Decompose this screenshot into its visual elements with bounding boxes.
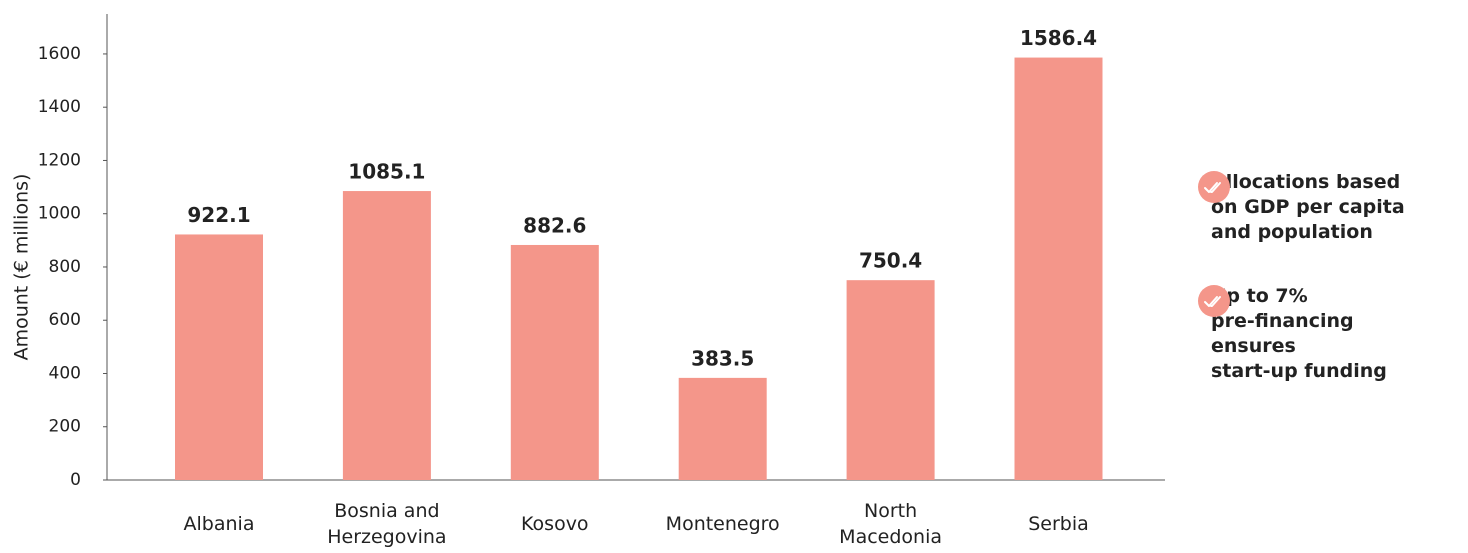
note-line: start-up funding: [1211, 360, 1387, 382]
x-tick-label: North Macedonia: [839, 500, 942, 548]
y-tick-label: 600: [49, 310, 81, 330]
y-axis-label: Amount (€ millions): [11, 174, 33, 361]
bar: [1014, 57, 1103, 481]
value-label: 922.1: [187, 203, 250, 227]
value-label: 383.5: [691, 346, 754, 370]
note-line: Up to 7%: [1211, 285, 1308, 307]
note-line: pre-financing: [1211, 310, 1354, 332]
value-label: 882.6: [523, 213, 586, 237]
check-icon: [1198, 285, 1230, 317]
note: Up to 7% pre-financing ensures start-up fun…: [1197, 284, 1387, 384]
y-tick-label: 800: [49, 257, 81, 277]
x-tick-label: Bosnia and Herzegovina: [327, 500, 447, 548]
x-tick-label: Serbia: [1028, 513, 1089, 535]
value-label: 1586.4: [1020, 26, 1097, 50]
value-label: 1085.1: [348, 160, 425, 184]
x-tick-label: Albania: [183, 513, 255, 535]
y-tick-label: 1000: [38, 204, 81, 224]
y-tick-label: 1400: [38, 97, 81, 117]
note: Allocations based on GDP per capita and po…: [1197, 170, 1405, 245]
bar: [510, 244, 599, 480]
y-tick-label: 400: [49, 363, 81, 383]
note-line: Allocations based: [1211, 171, 1401, 193]
bar: [175, 234, 263, 480]
value-label: 750.4: [859, 249, 922, 273]
note-line: ensures: [1211, 335, 1296, 357]
note-text: Allocations based on GDP per capita and po…: [1211, 170, 1405, 245]
note-line: on GDP per capita: [1211, 196, 1405, 218]
note-line: and population: [1211, 221, 1373, 243]
bar: [678, 377, 767, 480]
y-tick-label: 1600: [38, 44, 81, 64]
x-tick-label: Kosovo: [521, 513, 589, 535]
y-tick-label: 1200: [38, 150, 81, 170]
bar: [846, 280, 935, 480]
y-tick-label: 200: [49, 417, 81, 437]
y-tick-label: 0: [70, 470, 81, 490]
note-text: Up to 7% pre-financing ensures start-up fun…: [1211, 284, 1387, 384]
x-tick-label: Montenegro: [665, 513, 780, 535]
bar: [342, 191, 431, 480]
check-icon: [1198, 171, 1230, 203]
